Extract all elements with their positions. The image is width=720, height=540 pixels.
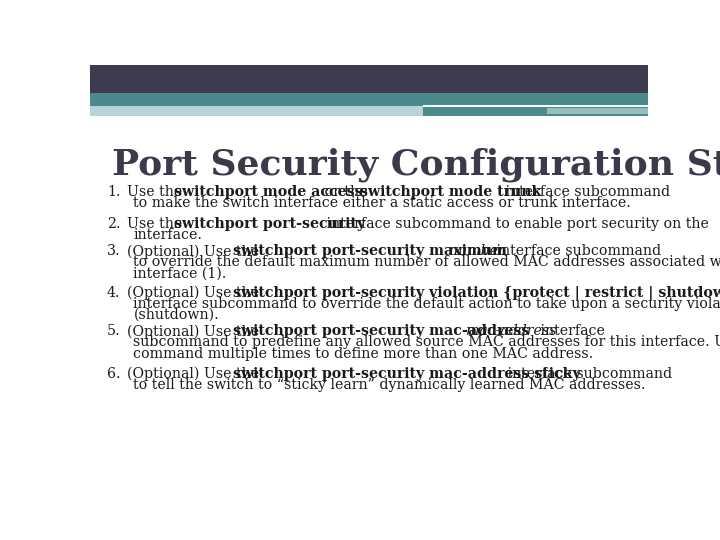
Text: switchport port-security mac-address sticky: switchport port-security mac-address sti…	[233, 367, 581, 381]
Text: (Optional) Use the: (Optional) Use the	[127, 325, 264, 339]
Text: interface subcommand: interface subcommand	[492, 244, 661, 258]
Text: to override the default maximum number of allowed MAC addresses associated with : to override the default maximum number o…	[133, 255, 720, 269]
Text: (Optional) Use the: (Optional) Use the	[127, 286, 264, 300]
Text: 4.: 4.	[107, 286, 120, 300]
Text: (Optional) Use the: (Optional) Use the	[127, 367, 264, 381]
Text: switchport port-security: switchport port-security	[174, 217, 365, 231]
Text: to tell the switch to “sticky learn” dynamically learned MAC addresses.: to tell the switch to “sticky learn” dyn…	[133, 378, 646, 392]
Text: switchport mode trunk: switchport mode trunk	[360, 185, 541, 199]
Text: 5.: 5.	[107, 325, 121, 338]
Text: switchport port-security maximum: switchport port-security maximum	[233, 244, 507, 258]
Bar	[90, 92, 648, 108]
Bar	[423, 105, 648, 107]
Text: (shutdown).: (shutdown).	[133, 308, 219, 322]
Text: or the: or the	[320, 185, 372, 199]
Text: subcommand to predefine any allowed source MAC addresses for this interface. Use: subcommand to predefine any allowed sour…	[133, 335, 720, 349]
Text: interface: interface	[536, 325, 606, 338]
Text: interface subcommand to enable port security on the: interface subcommand to enable port secu…	[322, 217, 708, 231]
Text: interface subcommand to override the default action to take upon a security viol: interface subcommand to override the def…	[133, 297, 720, 311]
Text: interface subcommand: interface subcommand	[500, 185, 670, 199]
Text: interface.: interface.	[133, 228, 202, 242]
Text: Port Security Configuration Steps: Port Security Configuration Steps	[112, 148, 720, 183]
Text: (Optional) Use the: (Optional) Use the	[127, 244, 264, 259]
Text: Use the: Use the	[127, 185, 187, 199]
Text: 3.: 3.	[107, 244, 121, 258]
Text: mac-address: mac-address	[467, 325, 557, 338]
Text: 2.: 2.	[107, 217, 121, 231]
Text: to make the switch interface either a static access or trunk interface.: to make the switch interface either a st…	[133, 196, 631, 210]
Text: 6.: 6.	[107, 367, 121, 381]
Bar	[90, 65, 648, 92]
Bar	[423, 106, 648, 116]
Bar	[90, 106, 423, 116]
Text: switchport port-security violation {protect | restrict | shutdown}: switchport port-security violation {prot…	[233, 286, 720, 301]
Text: switchport port-security mac-address: switchport port-security mac-address	[233, 325, 529, 338]
Bar	[547, 108, 648, 114]
Text: interface subcommand: interface subcommand	[503, 367, 672, 381]
Text: switchport mode access: switchport mode access	[174, 185, 362, 199]
Text: command multiple times to define more than one MAC address.: command multiple times to define more th…	[133, 347, 594, 361]
Text: interface (1).: interface (1).	[133, 267, 227, 281]
Text: 1.: 1.	[107, 185, 120, 199]
Text: number: number	[449, 244, 505, 258]
Text: Use the: Use the	[127, 217, 187, 231]
